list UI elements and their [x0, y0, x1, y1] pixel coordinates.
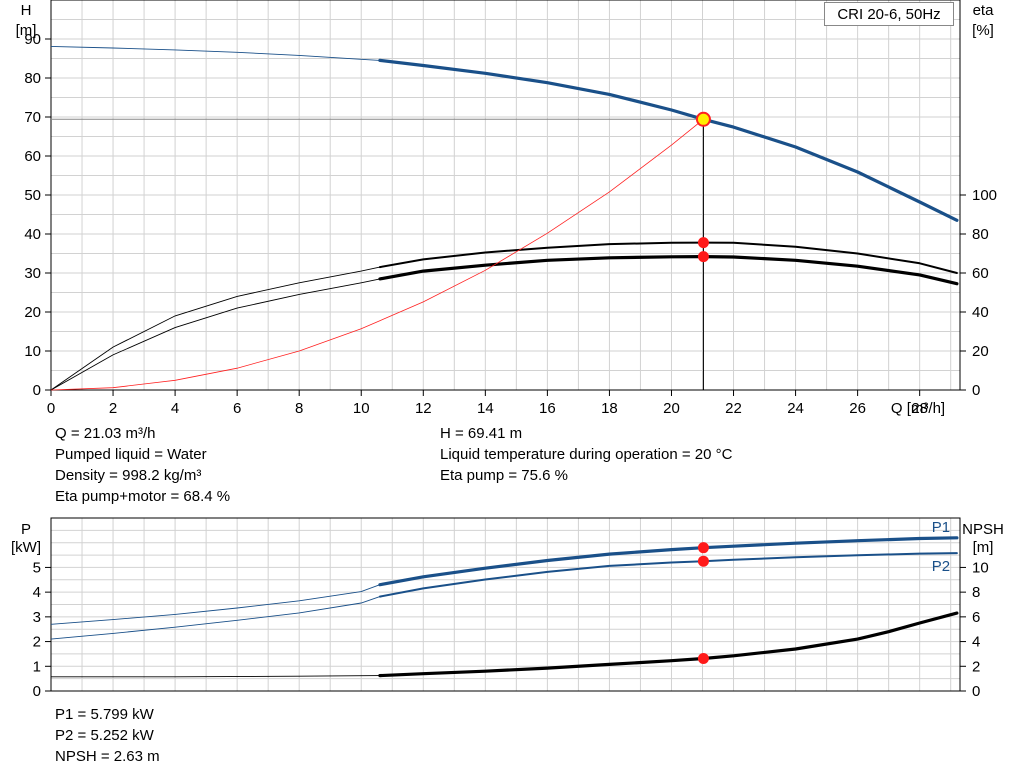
x-tick-label: 10 — [353, 400, 370, 417]
y-right-tick-label: 80 — [972, 226, 989, 243]
y-right-axis-unit: [m] — [973, 539, 994, 556]
axes — [45, 0, 966, 692]
x-tick-label: 12 — [415, 400, 432, 417]
x-tick-label: 20 — [663, 400, 680, 417]
y-left-tick-label: 40 — [24, 226, 41, 243]
x-tick-label: 8 — [295, 400, 303, 417]
y-right-tick-label: 6 — [972, 609, 980, 626]
p2-operating-marker — [697, 555, 709, 567]
y-left-tick-label: 1 — [33, 658, 41, 675]
npsh-operating-marker — [697, 653, 709, 665]
info-bottom-block: P1 = 5.799 kW P2 = 5.252 kW NPSH = 2.63 … — [55, 704, 160, 767]
y-left-tick-label: 5 — [33, 559, 41, 576]
markers — [51, 111, 711, 665]
x-tick-label: 24 — [787, 400, 804, 417]
y-left-tick-label: 50 — [24, 187, 41, 204]
y-left-tick-label: 60 — [24, 148, 41, 165]
x-tick-label: 6 — [233, 400, 241, 417]
x-tick-label: 14 — [477, 400, 494, 417]
curve-head-extrapolated — [50, 45, 380, 61]
x-tick-label: 4 — [171, 400, 179, 417]
y-right-tick-label: 20 — [972, 343, 989, 360]
grid-bottom — [51, 517, 960, 692]
curves — [50, 45, 959, 678]
y-left-tick-label: 4 — [33, 584, 41, 601]
curve-head — [378, 58, 959, 222]
x-tick-label: 28 — [911, 400, 928, 417]
duty-point-marker — [695, 111, 711, 127]
y-right-tick-label: 60 — [972, 265, 989, 282]
y-left-tick-label: 0 — [33, 683, 41, 700]
y-left-axis-title: P — [21, 521, 31, 538]
y-left-tick-label: 2 — [33, 634, 41, 651]
y-right-axis-title: NPSH — [962, 521, 1004, 538]
head-readout: H = 69.41 m — [440, 425, 523, 442]
y-left-axis-unit: [kW] — [11, 539, 41, 556]
labels: 0102030405060708090020406080100H[m]eta[%… — [11, 2, 1004, 700]
curve-system-curve — [50, 118, 704, 391]
y-right-axis-title: eta — [973, 2, 995, 19]
x-tick-label: 18 — [601, 400, 618, 417]
eta-pump-readout: Eta pump = 75.6 % — [440, 467, 568, 484]
y-left-tick-label: 10 — [24, 343, 41, 360]
y-right-tick-label: 2 — [972, 658, 980, 675]
x-tick-label: 2 — [109, 400, 117, 417]
info-left-block: Q = 21.03 m³/h Pumped liquid = Water Den… — [55, 423, 230, 507]
curve-eta-pump-motor — [378, 255, 959, 286]
curve-label-p2: P2 — [932, 558, 950, 575]
curve-P2-extrapolated — [50, 596, 381, 640]
y-right-tick-label: 0 — [972, 382, 980, 399]
y-left-tick-label: 0 — [33, 382, 41, 399]
y-right-tick-label: 40 — [972, 304, 989, 321]
eta-pump-motor-operating-marker — [697, 251, 709, 263]
curve-P2 — [378, 552, 958, 598]
eta-pump-motor-readout: Eta pump+motor = 68.4 % — [55, 488, 231, 505]
y-right-axis-unit: [%] — [972, 22, 994, 39]
curve-P1-extrapolated — [50, 584, 381, 625]
curve-NPSH-extrapolated — [51, 675, 380, 678]
x-tick-label: 26 — [849, 400, 866, 417]
plot-frame — [50, 517, 961, 692]
curve-eta-pump — [378, 241, 958, 274]
x-axis-title: Q [m³/h] — [891, 400, 945, 417]
y-left-tick-label: 90 — [24, 31, 41, 48]
y-left-tick-label: 70 — [24, 109, 41, 126]
y-right-tick-label: 10 — [972, 559, 989, 576]
y-left-tick-label: 30 — [24, 265, 41, 282]
liquid-temperature-readout: Liquid temperature during operation = 20… — [440, 446, 733, 463]
curve-eta-pump-motor-extrapolated — [50, 278, 380, 391]
curve-P1 — [378, 536, 959, 587]
flow-readout: Q = 21.03 m³/h — [55, 425, 156, 442]
y-right-tick-label: 0 — [972, 683, 980, 700]
y-right-tick-label: 100 — [972, 187, 997, 204]
y-left-tick-label: 80 — [24, 70, 41, 87]
curve-eta-pump-extrapolated — [50, 266, 380, 391]
y-left-axis-title: H — [21, 2, 32, 19]
y-left-axis-unit: [m] — [16, 22, 37, 39]
y-right-tick-label: 4 — [972, 634, 980, 651]
eta-pump-operating-marker — [697, 237, 709, 249]
pump-model-legend: CRI 20-6, 50Hz — [824, 2, 954, 26]
y-right-tick-label: 8 — [972, 584, 980, 601]
x-tick-label: 0 — [47, 400, 55, 417]
curve-label-p1: P1 — [932, 519, 950, 536]
p1-operating-marker — [697, 542, 709, 554]
p1-readout: P1 = 5.799 kW — [55, 706, 154, 723]
npsh-readout: NPSH = 2.63 m — [55, 748, 160, 765]
info-right-block: H = 69.41 m Liquid temperature during op… — [440, 423, 732, 486]
grid-top — [51, 0, 960, 391]
y-left-tick-label: 3 — [33, 609, 41, 626]
x-tick-label: 22 — [725, 400, 742, 417]
y-left-tick-label: 20 — [24, 304, 41, 321]
p2-readout: P2 = 5.252 kW — [55, 727, 154, 744]
pumped-liquid-readout: Pumped liquid = Water — [55, 446, 207, 463]
density-readout: Density = 998.2 kg/m³ — [55, 467, 202, 484]
x-tick-label: 16 — [539, 400, 556, 417]
